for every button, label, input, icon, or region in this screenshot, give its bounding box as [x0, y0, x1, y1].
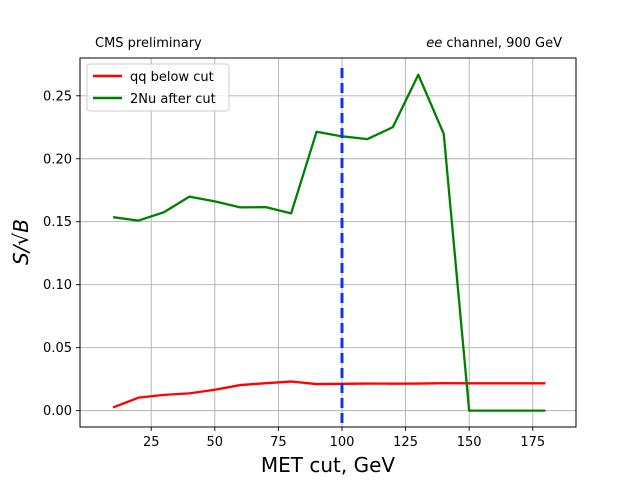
series-layer	[112, 73, 546, 412]
plot-frame	[79, 57, 577, 428]
x-tick-label: 175	[520, 435, 545, 450]
header-right-italic: ee	[426, 36, 442, 51]
legend-label-qq: qq below cut	[130, 70, 214, 85]
legend-label-2nu: 2Nu after cut	[130, 92, 216, 107]
header-left: CMS preliminary	[95, 36, 202, 51]
series-line-1	[112, 73, 546, 412]
legend-box	[86, 63, 230, 112]
axis-ticks: 25 50 75 100 125 150 175 0.00 0.05 0.10 0.15 0.20 0.…	[43, 89, 545, 450]
y-tick-label: 0.05	[43, 341, 72, 356]
x-tick-label: 50	[207, 435, 224, 450]
x-tick-label: 125	[393, 435, 418, 450]
x-tick-label: 150	[457, 435, 482, 450]
header-right: ee channel, 900 GeV	[426, 36, 562, 51]
y-tick-label: 0.25	[43, 89, 72, 104]
x-axis-title: MET cut, GeV	[261, 453, 395, 477]
x-tick-label: 25	[143, 435, 160, 450]
y-tick-label: 0.10	[43, 278, 72, 293]
grid	[80, 58, 576, 427]
x-tick-label: 75	[270, 435, 287, 450]
x-tick-label: 100	[330, 435, 355, 450]
series-line-0	[112, 380, 546, 409]
y-axis-title: S/√B	[9, 219, 33, 265]
header-right-rest: channel, 900 GeV	[442, 36, 562, 51]
y-tick-label: 0.00	[43, 404, 72, 419]
y-tick-label: 0.15	[43, 215, 72, 230]
legend: qq below cut 2Nu after cut	[86, 63, 230, 112]
y-tick-label: 0.20	[43, 152, 72, 167]
